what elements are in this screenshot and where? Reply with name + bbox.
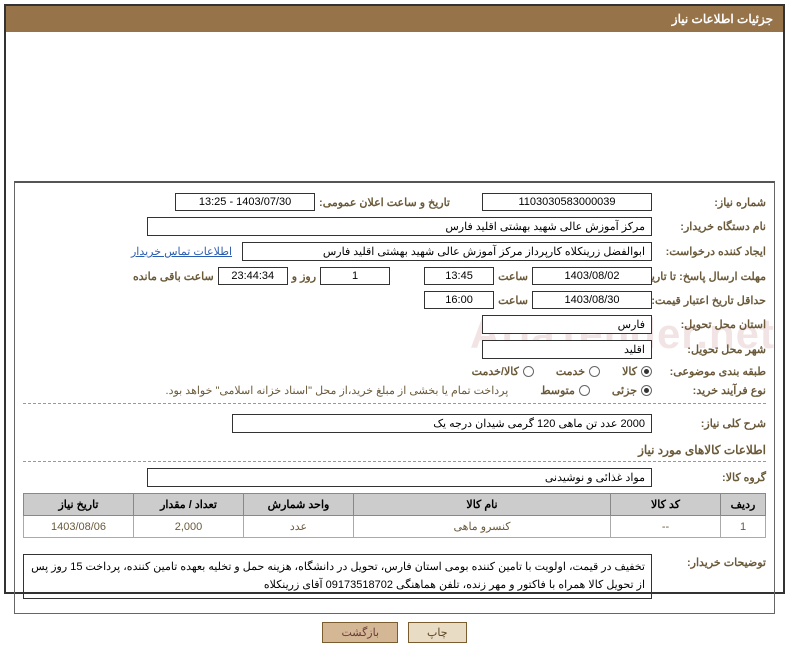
radio-goods[interactable]: کالا xyxy=(622,365,652,378)
deadline-date-value: 1403/08/02 xyxy=(532,267,652,285)
goods-section-title: اطلاعات کالاهای مورد نیاز xyxy=(23,443,766,462)
print-button[interactable]: چاپ xyxy=(408,622,467,643)
goods-table: ردیف کد کالا نام کالا واحد شمارش تعداد /… xyxy=(23,493,766,538)
td-date: 1403/08/06 xyxy=(24,516,134,538)
announce-datetime-value: 1403/07/30 - 13:25 xyxy=(175,193,315,211)
radio-medium[interactable]: متوسط xyxy=(540,384,590,397)
radio-goods-service-label: کالا/خدمت xyxy=(472,365,519,378)
validity-time-value: 16:00 xyxy=(424,291,494,309)
province-value: فارس xyxy=(482,315,652,334)
buttons-row: چاپ بازگشت xyxy=(14,622,775,647)
payment-note: پرداخت تمام یا بخشی از مبلغ خرید،از محل … xyxy=(166,384,509,397)
radio-partial-label: جزئی xyxy=(612,384,637,397)
deadline-time-value: 13:45 xyxy=(424,267,494,285)
validity-date-value: 1403/08/30 xyxy=(532,291,652,309)
requester-label: ایجاد کننده درخواست: xyxy=(656,245,766,258)
radio-goods-service-icon xyxy=(523,366,534,377)
general-desc-label: شرح کلی نیاز: xyxy=(656,417,766,430)
content-area: AriaTender.net شماره نیاز: 1103030583000… xyxy=(6,32,783,655)
table-header-row: ردیف کد کالا نام کالا واحد شمارش تعداد /… xyxy=(24,494,766,516)
td-qty: 2,000 xyxy=(134,516,244,538)
goods-group-label: گروه کالا: xyxy=(656,471,766,484)
deadline-label: مهلت ارسال پاسخ: تا تاریخ: xyxy=(656,270,766,283)
radio-goods-icon xyxy=(641,366,652,377)
time-label-1: ساعت xyxy=(498,270,528,283)
days-and-label: روز و xyxy=(292,270,316,283)
radio-service[interactable]: خدمت xyxy=(556,365,600,378)
need-number-value: 1103030583000039 xyxy=(482,193,652,211)
td-code: -- xyxy=(611,516,721,538)
general-desc-value: 2000 عدد تن ماهی 120 گرمی شیدان درجه یک xyxy=(232,414,652,433)
radio-service-icon xyxy=(589,366,600,377)
main-container: جزئیات اطلاعات نیاز AriaTender.net شماره… xyxy=(4,4,785,594)
th-unit: واحد شمارش xyxy=(244,494,354,516)
td-name: کنسرو ماهی xyxy=(354,516,611,538)
remaining-label: ساعت باقی مانده xyxy=(133,270,214,283)
page-header: جزئیات اطلاعات نیاز xyxy=(6,6,783,32)
radio-goods-label: کالا xyxy=(622,365,637,378)
goods-group-value: مواد غذائی و نوشیدنی xyxy=(147,468,652,487)
category-label: طبقه بندی موضوعی: xyxy=(656,365,766,378)
city-label: شهر محل تحویل: xyxy=(656,343,766,356)
countdown-value: 23:44:34 xyxy=(218,267,288,285)
td-unit: عدد xyxy=(244,516,354,538)
buyer-org-value: مرکز آموزش عالی شهید بهشتی اقلید فارس xyxy=(147,217,652,236)
radio-partial-icon xyxy=(641,385,652,396)
buy-type-label: نوع فرآیند خرید: xyxy=(656,384,766,397)
buyer-org-label: نام دستگاه خریدار: xyxy=(656,220,766,233)
buyer-notes-label: توضیحات خریدار: xyxy=(656,546,766,569)
buyer-contact-link[interactable]: اطلاعات تماس خریدار xyxy=(131,245,232,258)
page-title: جزئیات اطلاعات نیاز xyxy=(672,12,773,26)
announce-datetime-label: تاریخ و ساعت اعلان عمومی: xyxy=(319,196,450,209)
city-value: اقلید xyxy=(482,340,652,359)
th-name: نام کالا xyxy=(354,494,611,516)
time-label-2: ساعت xyxy=(498,294,528,307)
separator-1 xyxy=(23,403,766,404)
radio-medium-icon xyxy=(579,385,590,396)
table-row: 1 -- کنسرو ماهی عدد 2,000 1403/08/06 xyxy=(24,516,766,538)
th-row: ردیف xyxy=(721,494,766,516)
th-code: کد کالا xyxy=(611,494,721,516)
radio-goods-service[interactable]: کالا/خدمت xyxy=(472,365,534,378)
province-label: استان محل تحویل: xyxy=(656,318,766,331)
need-number-label: شماره نیاز: xyxy=(656,196,766,209)
th-date: تاریخ نیاز xyxy=(24,494,134,516)
radio-medium-label: متوسط xyxy=(540,384,575,397)
radio-service-label: خدمت xyxy=(556,365,585,378)
back-button[interactable]: بازگشت xyxy=(322,622,398,643)
details-fieldset: شماره نیاز: 1103030583000039 تاریخ و ساع… xyxy=(14,181,775,614)
th-qty: تعداد / مقدار xyxy=(134,494,244,516)
requester-value: ابوالفضل زرینکلاه کارپرداز مرکز آموزش عا… xyxy=(242,242,652,261)
radio-partial[interactable]: جزئی xyxy=(612,384,652,397)
buyer-notes-text: تخفیف در قیمت، اولویت با تامین کننده بوم… xyxy=(23,554,652,599)
td-row: 1 xyxy=(721,516,766,538)
days-remaining-value: 1 xyxy=(320,267,390,285)
validity-label: حداقل تاریخ اعتبار قیمت: تا تاریخ: xyxy=(656,294,766,307)
